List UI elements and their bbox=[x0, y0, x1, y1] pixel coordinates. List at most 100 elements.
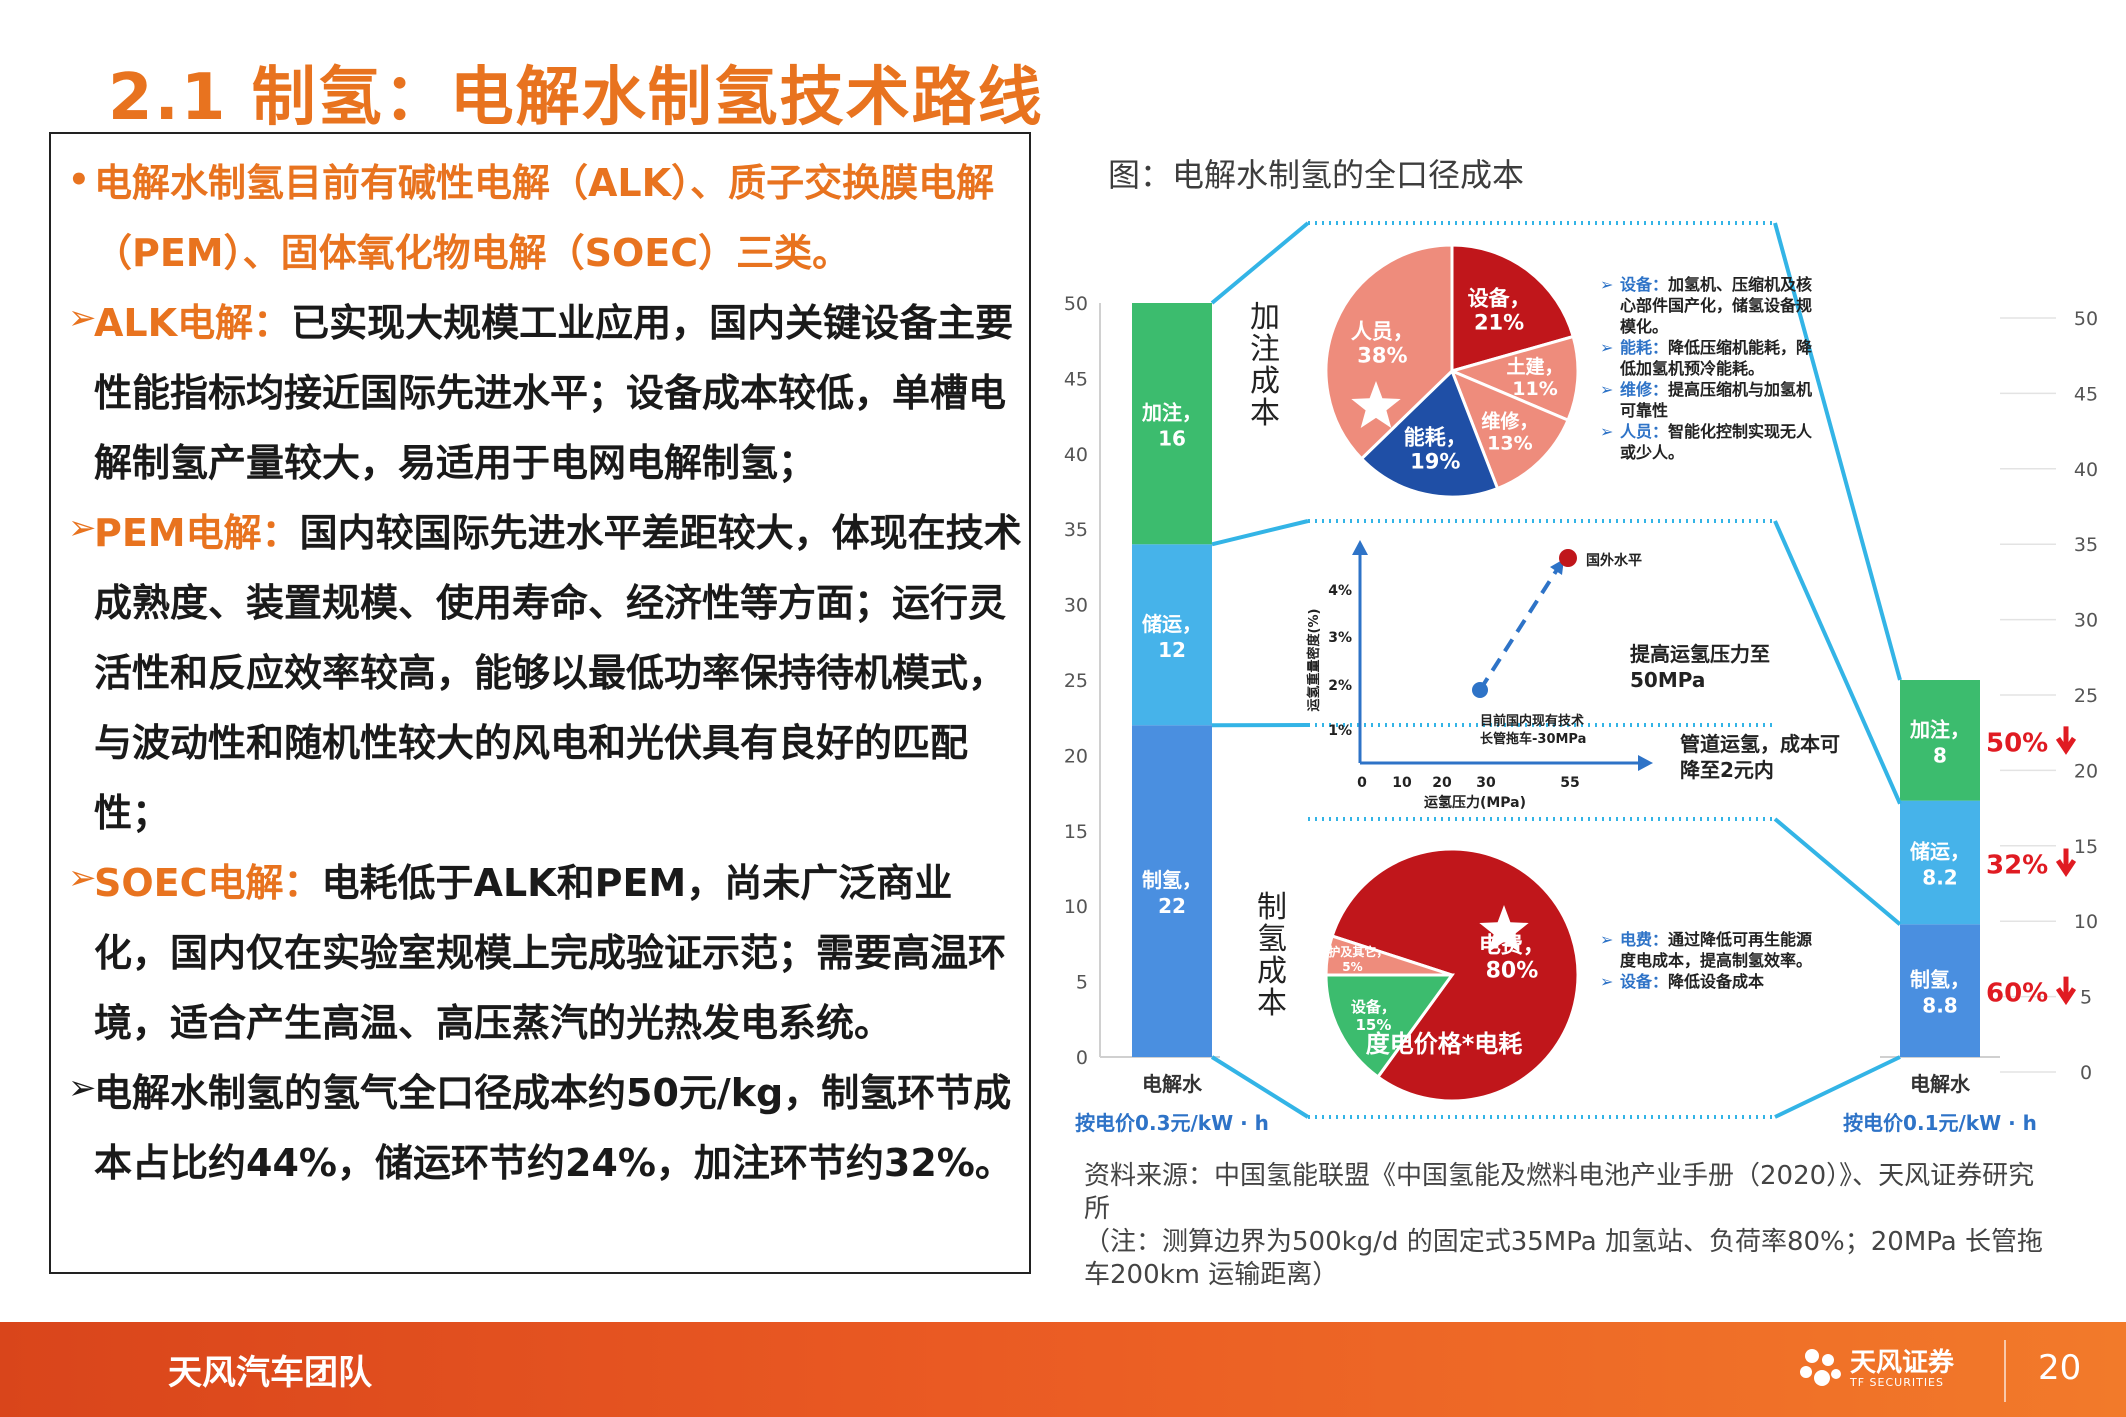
right-tick-label: 35 bbox=[2074, 534, 2098, 556]
right-bar-label: 电解水 bbox=[1910, 1072, 1971, 1096]
footer-divider bbox=[2004, 1340, 2006, 1402]
y-arrowhead-icon bbox=[1352, 540, 1368, 555]
transport-note-2a: 管道运氢，成本可 bbox=[1680, 732, 1840, 756]
bar-segment-name: 加注， bbox=[1141, 401, 1202, 425]
refuel-note-text: 可靠性 bbox=[1620, 401, 1668, 420]
production-cost-label: 本 bbox=[1257, 986, 1287, 1021]
left-tick-label: 35 bbox=[1064, 519, 1088, 541]
pie-slice-name: 维护及其它， bbox=[1316, 944, 1388, 959]
pie-slice-value: 15% bbox=[1355, 1016, 1391, 1034]
refuel-note-text: 模化。 bbox=[1620, 317, 1668, 336]
para-overview: 电解水制氢目前有碱性电解（ALK）、质子交换膜电解（PEM）、固体氧化物电解（S… bbox=[94, 161, 995, 275]
refuel-note: 维修： bbox=[1620, 380, 1668, 399]
arrow-bullet-icon: ➢ bbox=[68, 508, 97, 548]
production-note-text: 度电成本，提高制氢效率。 bbox=[1620, 951, 1812, 970]
footer-brand-sub: TF SECURITIES bbox=[1850, 1376, 1944, 1389]
refuel-note-text: 或少人。 bbox=[1620, 443, 1684, 462]
refuel-note-text: 提高压缩机与加氢机 bbox=[1668, 380, 1812, 399]
refuel-note-text: 加氢机、压缩机及核 bbox=[1667, 275, 1812, 294]
footer-team-name: 天风汽车团队 bbox=[168, 1353, 372, 1393]
scatter-point-foreign-label: 国外水平 bbox=[1586, 552, 1642, 569]
production-cost-label: 氢 bbox=[1257, 922, 1287, 957]
reduction-label: 60% bbox=[1986, 979, 2048, 1009]
production-cost-label: 制 bbox=[1257, 890, 1287, 925]
scatter-point-domestic-label-2: 长管拖车-30MPa bbox=[1480, 731, 1586, 747]
bar-segment-value: 8 bbox=[1933, 743, 1947, 767]
left-tick-label: 5 bbox=[1076, 972, 1088, 994]
star-icon bbox=[1479, 905, 1529, 952]
note-arrow-icon: ➢ bbox=[1600, 972, 1613, 991]
cost-figure: 0 5 10 15 20 25 30 35 40 45 50 0 5 10 15 20 25 30 35 40 45 5… bbox=[1064, 221, 2098, 1135]
arrow-bullet-icon: ➢ bbox=[68, 298, 97, 338]
footer-bar bbox=[0, 1322, 2126, 1417]
refuel-note: 设备： bbox=[1620, 275, 1668, 294]
para-soec: SOEC电解：电耗低于ALK和PEM，尚未广泛商业化，国内仅在实验室规模上完成验… bbox=[94, 861, 1007, 1045]
pie-slice-value: 11% bbox=[1512, 378, 1557, 400]
right-tick-label: 15 bbox=[2074, 836, 2098, 858]
pie-slice-value: 38% bbox=[1357, 344, 1407, 368]
pie-slice-value: 19% bbox=[1410, 449, 1460, 473]
pie-slice bbox=[1324, 243, 1454, 461]
refuel-cost-label: 成 bbox=[1250, 364, 1280, 399]
right-tick-label: 5 bbox=[2080, 987, 2092, 1009]
scatter-x-tick: 20 bbox=[1432, 775, 1452, 791]
transport-density-chart: 0 10 20 30 55 1% 2% 3% 4% 运氢重量密度(%) 运氢压力(MPa) 国外水平目… bbox=[1306, 540, 1840, 811]
page-title: 2.1 制氢：电解水制氢技术路线 bbox=[108, 61, 1044, 135]
transport-note-1b: 50MPa bbox=[1630, 668, 1705, 692]
pie-slice-name: 人员， bbox=[1351, 320, 1414, 344]
bar-segment-value: 8.2 bbox=[1922, 865, 1957, 889]
pie-slice-value: 80% bbox=[1486, 959, 1539, 984]
source-note: 资料来源：中国氢能联盟《中国氢能及燃料电池产业手册（2020）》、天风证券研究所… bbox=[1084, 1160, 2044, 1292]
page-number: 20 bbox=[2038, 1348, 2082, 1388]
scatter-point-domestic-label-1: 目前国内现有技术 bbox=[1480, 713, 1584, 729]
pie-slice bbox=[1449, 368, 1571, 491]
connector-bottom-left bbox=[1210, 1055, 1310, 1119]
scatter-point-foreign bbox=[1559, 549, 1577, 567]
refuel-note: 人员： bbox=[1620, 422, 1668, 441]
refuel-cost-label: 本 bbox=[1250, 396, 1280, 431]
scatter-y-tick: 2% bbox=[1328, 678, 1352, 694]
right-bar-price: 按电价0.1元/kW · h bbox=[1843, 1111, 2037, 1135]
scatter-x-label: 运氢压力(MPa) bbox=[1424, 794, 1526, 811]
bar-segment-produce bbox=[1132, 725, 1212, 1057]
pie-slice bbox=[1447, 334, 1580, 423]
bar-segment-refuel bbox=[1132, 303, 1212, 545]
star-icon bbox=[1351, 381, 1401, 428]
trend-dashed-line bbox=[1478, 563, 1562, 692]
pie-slice-value: 21% bbox=[1474, 311, 1524, 335]
connector-mid-right bbox=[1773, 520, 1902, 805]
bar-segment-name: 制氢， bbox=[1910, 968, 1970, 992]
pie-slice-name: 能耗， bbox=[1404, 425, 1467, 449]
bar-segment-value: 22 bbox=[1158, 894, 1186, 918]
x-arrowhead-icon bbox=[1638, 755, 1653, 771]
scatter-x-tick: 0 bbox=[1357, 775, 1367, 791]
dotted-frames bbox=[1308, 221, 1775, 1119]
note-arrow-icon: ➢ bbox=[1600, 275, 1613, 294]
pie-slice-value: 13% bbox=[1487, 433, 1532, 455]
left-y-axis: 0 5 10 15 20 25 30 35 40 45 50 bbox=[1064, 293, 1220, 1069]
left-tick-label: 50 bbox=[1064, 293, 1088, 315]
trend-arrowhead-icon bbox=[1550, 559, 1564, 575]
pie-slice bbox=[1324, 973, 1455, 1080]
right-tick-label: 45 bbox=[2074, 383, 2098, 405]
production-note: 设备： bbox=[1620, 972, 1668, 991]
pie-slice-name: 设备， bbox=[1351, 998, 1396, 1016]
left-bar-price: 按电价0.3元/kW · h bbox=[1075, 1111, 1269, 1135]
left-tick-label: 40 bbox=[1064, 444, 1088, 466]
pie-slice bbox=[1324, 934, 1453, 977]
down-arrow-icon bbox=[2055, 848, 2077, 877]
left-tick-label: 45 bbox=[1064, 368, 1088, 390]
down-arrow-icon bbox=[2055, 726, 2077, 755]
left-bar-label: 电解水 bbox=[1142, 1072, 1203, 1096]
scatter-y-label: 运氢重量密度(%) bbox=[1306, 609, 1322, 712]
frame-middle bbox=[1308, 519, 1775, 821]
para-total-cost: 电解水制氢的氢气全口径成本约50元/kg，制氢环节成本占比约44%，储运环节约2… bbox=[94, 1071, 1013, 1185]
note-line: （注：测算边界为500kg/d 的固定式35MPa 加氢站、负荷率80%；20M… bbox=[1084, 1227, 2043, 1290]
connector-bottom-right bbox=[1774, 1055, 1901, 1119]
left-tick-label: 30 bbox=[1064, 595, 1088, 617]
frame-top bbox=[1308, 221, 1775, 727]
text-panel bbox=[49, 132, 1031, 1274]
production-note: 电费： bbox=[1620, 930, 1668, 949]
